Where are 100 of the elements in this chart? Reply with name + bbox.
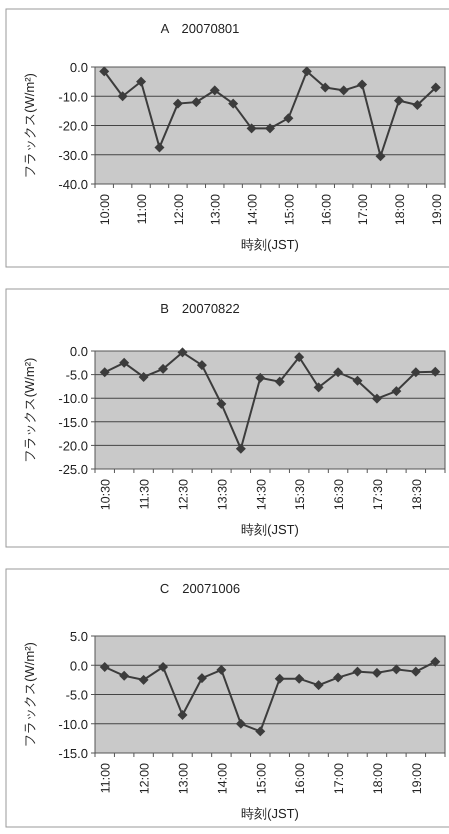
point: [196, 360, 207, 370]
x-tick-label: 19:00: [430, 194, 444, 226]
point: [191, 97, 202, 108]
point: [314, 680, 324, 690]
x-tick-label: 16:00: [293, 762, 308, 794]
point: [391, 664, 402, 674]
chart-title: B 20070822: [160, 301, 240, 316]
x-tick-label: 11:00: [135, 194, 150, 224]
point: [302, 66, 312, 76]
x-tick-label: 12:00: [172, 194, 186, 226]
point: [100, 367, 110, 378]
y-tick-label: 5.0: [70, 629, 88, 644]
y-axis-title: フラックス(W/m²): [22, 642, 37, 747]
y-tick-label: -5.0: [66, 368, 88, 383]
point: [338, 85, 349, 96]
x-tick-label: 13:00: [176, 762, 190, 794]
y-tick-label: -5.0: [66, 688, 88, 702]
point: [294, 674, 304, 684]
point: [430, 82, 441, 92]
point: [246, 123, 257, 134]
x-tick-label: 10:30: [98, 478, 113, 510]
point: [283, 113, 294, 124]
point: [119, 670, 130, 681]
point: [333, 367, 344, 378]
y-tick-label: 0.0: [70, 60, 88, 75]
x-tick-label: 17:00: [356, 194, 370, 226]
x-tick-label: 14:00: [246, 194, 260, 226]
point: [430, 656, 440, 667]
chart-title: A 20070801: [160, 21, 240, 36]
point: [352, 376, 362, 386]
x-tick-label: 15:00: [254, 762, 268, 794]
point: [357, 80, 368, 90]
y-tick-label: 0.0: [70, 658, 88, 674]
y-axis-title: フラックス(W/m²): [22, 358, 37, 462]
x-tick-label: 16:30: [332, 478, 346, 510]
point: [236, 718, 246, 729]
x-tick-label: 14:30: [254, 478, 268, 510]
point: [158, 364, 168, 374]
y-tick-label: -40.0: [58, 177, 88, 192]
x-tick-label: 18:00: [392, 194, 407, 226]
point: [172, 98, 183, 109]
point: [136, 76, 146, 87]
x-axis-title: 時刻(JST): [241, 806, 299, 821]
x-tick-label: 14:00: [215, 762, 230, 794]
point: [216, 664, 226, 675]
x-tick-label: 18:00: [370, 762, 385, 794]
x-tick-label: 11:30: [138, 478, 152, 510]
x-tick-label: 12:00: [138, 762, 152, 794]
x-tick-label: 16:00: [319, 194, 334, 226]
y-tick-label: -30.0: [58, 148, 88, 163]
y-tick-label: 0.0: [70, 344, 88, 359]
x-axis-title: 時刻(JST): [241, 522, 299, 537]
y-tick-label: -15.0: [58, 746, 88, 761]
point: [391, 386, 402, 396]
point: [99, 66, 110, 76]
point: [274, 674, 285, 684]
point: [265, 123, 275, 134]
x-tick-label: 12:30: [176, 478, 190, 510]
point: [394, 96, 404, 106]
x-tick-label: 13:00: [208, 194, 223, 226]
point: [430, 366, 440, 377]
point: [314, 382, 324, 392]
point: [333, 672, 344, 683]
y-tick-label: -20.0: [58, 438, 88, 454]
y-tick-label: -10.0: [58, 391, 88, 406]
point: [100, 662, 110, 672]
point: [410, 367, 421, 378]
point: [118, 91, 128, 102]
point: [210, 85, 220, 96]
y-tick-label: -10.0: [58, 89, 88, 104]
point: [255, 372, 266, 383]
x-tick-label: 10:00: [98, 194, 112, 226]
x-tick-label: 13:30: [215, 478, 230, 510]
point: [196, 673, 207, 684]
point: [410, 666, 421, 677]
point: [294, 352, 304, 362]
y-tick-label: -10.0: [58, 716, 88, 732]
point: [178, 710, 188, 720]
x-tick-label: 11:00: [98, 762, 113, 794]
y-tick-label: -15.0: [58, 414, 88, 430]
x-axis-title: 時刻(JST): [241, 237, 299, 252]
point: [138, 372, 149, 382]
x-tick-label: 19:00: [410, 762, 424, 794]
y-tick-label: -20.0: [58, 118, 88, 134]
x-tick-label: 15:00: [282, 194, 296, 226]
point: [119, 358, 130, 368]
point: [216, 398, 226, 409]
x-tick-label: 18:30: [410, 478, 424, 510]
point: [376, 151, 386, 162]
x-tick-label: 15:30: [293, 478, 308, 510]
point: [372, 668, 382, 678]
chart-title: C 20071006: [160, 581, 240, 596]
point: [178, 347, 188, 358]
point: [138, 674, 149, 685]
x-tick-label: 17:00: [332, 762, 346, 794]
point: [228, 98, 238, 109]
point: [255, 726, 266, 736]
point: [154, 142, 164, 152]
x-tick-label: 17:30: [370, 478, 385, 510]
point: [236, 444, 246, 454]
